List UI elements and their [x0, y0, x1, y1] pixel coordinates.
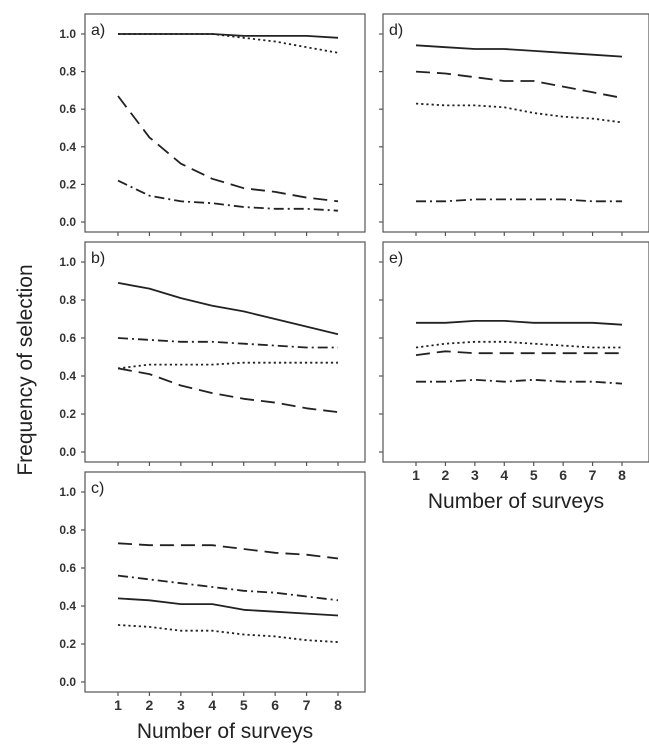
y-tick-label: 0.2 — [59, 637, 76, 651]
series-line-dash-dot — [117, 574, 339, 602]
x-tick-label: 7 — [589, 467, 597, 483]
panel-label: e) — [389, 250, 403, 267]
x-axis-title: Number of surveys — [137, 720, 313, 743]
series-line-dash-dot — [117, 337, 338, 349]
panel-label: c) — [91, 480, 104, 497]
y-tick-label: 0.8 — [59, 65, 76, 79]
series-line-dash-dot — [416, 198, 622, 203]
x-tick-label: 3 — [177, 697, 185, 713]
series-line-solid — [415, 44, 623, 58]
y-tick-label: 1.0 — [59, 255, 76, 269]
x-tick-label: 2 — [442, 467, 450, 483]
y-tick-label: 0.8 — [59, 523, 76, 537]
y-tick-label: 0.8 — [59, 293, 76, 307]
x-tick-label: 5 — [240, 697, 248, 713]
panel-c: 0.0 0.2 0.4 0.6 0.8 1.0 1 2 3 4 5 6 7 8 Number of surv… — [59, 471, 366, 743]
series-line-solid — [117, 597, 339, 617]
x-axis-title: Number of surveys — [428, 490, 604, 513]
x-tick-label: 4 — [208, 697, 216, 713]
x-tick-label: 6 — [559, 467, 567, 483]
series-line-dotted — [415, 102, 623, 124]
series-line-dash-dot — [416, 378, 623, 385]
y-tick-label: 1.0 — [59, 27, 76, 41]
series-line-dotted — [118, 33, 339, 54]
y-tick-label: 0.6 — [59, 561, 76, 575]
x-tick-label: 4 — [500, 467, 508, 483]
panel-a: 0.0 0.2 0.4 0.6 0.8 1.0 a) — [59, 13, 366, 236]
y-tick-label: 0.4 — [59, 140, 76, 154]
series-line-dashed — [415, 70, 623, 99]
y-tick-label: 0.6 — [59, 102, 76, 116]
y-tick-label: 0.4 — [59, 369, 76, 383]
x-tick-label: 1 — [114, 697, 122, 713]
series-line-dotted — [415, 340, 622, 349]
panel-frame — [382, 13, 649, 233]
panel-e: 1 2 3 4 5 6 7 8 Number of surveys e) — [379, 241, 649, 513]
panel-label: a) — [91, 22, 105, 39]
panel-frame — [84, 241, 366, 463]
x-tick-label: 3 — [471, 467, 479, 483]
y-tick-label: 0.0 — [59, 445, 76, 459]
series-line-dashed — [415, 350, 622, 356]
panels: 0.0 0.2 0.4 0.6 0.8 1.0 a) 0.0 0.2 0.4 0.6 0.8 1.0 b)… — [59, 13, 649, 743]
x-tick-label: 7 — [303, 697, 311, 713]
panel-frame — [382, 241, 649, 463]
series-line-dotted — [117, 361, 338, 370]
x-tick-label: 2 — [146, 697, 154, 713]
series-line-dashed — [117, 367, 339, 413]
series-line-solid — [117, 282, 339, 336]
panel-label: d) — [389, 22, 403, 39]
panel-b: 0.0 0.2 0.4 0.6 0.8 1.0 b) — [59, 241, 366, 466]
y-tick-label: 0.4 — [59, 599, 76, 613]
series-line-dashed — [117, 95, 339, 203]
y-tick-label: 0.2 — [59, 177, 76, 191]
panel-d: d) — [379, 13, 649, 236]
series-line-dotted — [117, 624, 339, 643]
y-tick-label: 0.0 — [59, 675, 76, 689]
x-tick-label: 8 — [618, 467, 626, 483]
y-tick-label: 0.2 — [59, 407, 76, 421]
panel-label: b) — [91, 250, 105, 267]
series-line-dash-dot — [117, 179, 339, 212]
y-tick-label: 1.0 — [59, 485, 76, 499]
series-line-dashed — [117, 542, 339, 560]
y-axis-title: Frequency of selection — [14, 264, 37, 475]
series-line-solid — [416, 319, 623, 326]
y-tick-label: 0.6 — [59, 331, 76, 345]
y-tick-label: 0.0 — [59, 215, 76, 229]
x-tick-label: 1 — [412, 467, 420, 483]
x-tick-label: 8 — [334, 697, 342, 713]
x-tick-label: 6 — [271, 697, 279, 713]
x-tick-label: 5 — [530, 467, 538, 483]
panel-frame — [84, 13, 366, 233]
panel-frame — [84, 471, 366, 693]
